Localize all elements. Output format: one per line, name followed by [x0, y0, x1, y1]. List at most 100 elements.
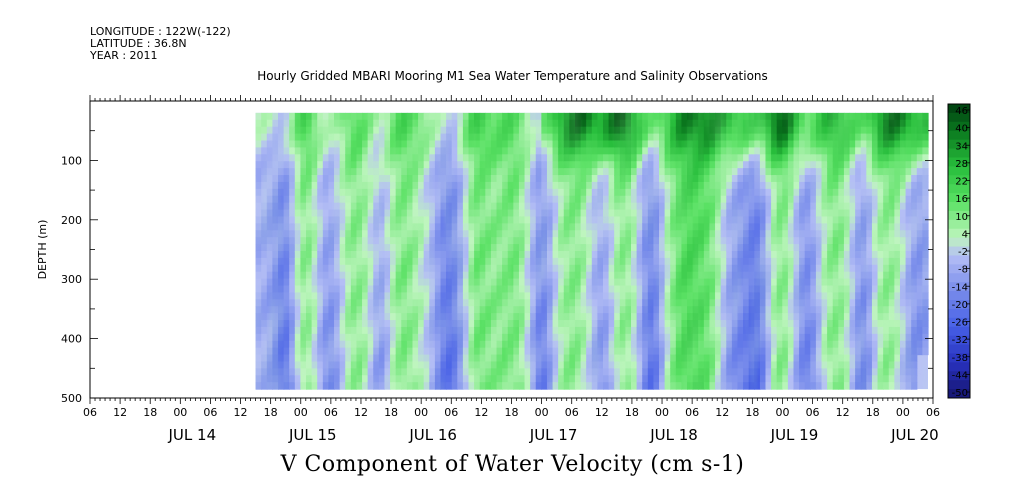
- heatmap-cell: [922, 202, 929, 211]
- heatmap-cell: [502, 292, 509, 300]
- heatmap-cell: [457, 257, 464, 266]
- heatmap-cell: [608, 320, 615, 328]
- heatmap-cell: [485, 313, 492, 321]
- heatmap-cell: [485, 133, 492, 142]
- heatmap-cell: [871, 264, 879, 273]
- heatmap-cell: [490, 140, 498, 149]
- heatmap-cell: [440, 271, 447, 280]
- heatmap-cell: [838, 209, 845, 218]
- heatmap-cell: [479, 126, 486, 135]
- heatmap-cell: [552, 133, 559, 142]
- heatmap-cell: [446, 202, 453, 211]
- heatmap-cell: [474, 333, 481, 342]
- heatmap-cell: [871, 382, 879, 390]
- heatmap-cell: [586, 340, 593, 349]
- heatmap-cell: [311, 354, 318, 363]
- heatmap-cell: [855, 354, 862, 363]
- heatmap-cell: [871, 237, 879, 245]
- heatmap-cell: [703, 368, 711, 376]
- heatmap-cell: [328, 244, 335, 252]
- heatmap-cell: [311, 313, 318, 321]
- heatmap-cell: [490, 147, 498, 155]
- heatmap-cell: [782, 292, 789, 300]
- heatmap-cell: [401, 126, 408, 135]
- heatmap-cell: [574, 292, 582, 300]
- heatmap-cell: [362, 382, 369, 390]
- heatmap-cell: [311, 133, 318, 142]
- heatmap-cell: [787, 112, 795, 121]
- heatmap-cell: [546, 292, 554, 300]
- heatmap-cell: [384, 326, 391, 335]
- heatmap-cell: [418, 264, 425, 273]
- heatmap-cell: [429, 168, 436, 176]
- heatmap-cell: [390, 354, 397, 363]
- heatmap-cell: [367, 209, 374, 218]
- heatmap-cell: [328, 368, 335, 376]
- heatmap-cell: [922, 133, 929, 142]
- heatmap-cell: [367, 347, 374, 356]
- heatmap-cell: [715, 326, 722, 335]
- heatmap-cell: [328, 209, 335, 218]
- heatmap-cell: [502, 223, 509, 231]
- heatmap-cell: [715, 382, 722, 390]
- heatmap-cell: [266, 326, 273, 335]
- heatmap-cell: [737, 237, 744, 245]
- heatmap-cell: [681, 181, 688, 190]
- heatmap-cell: [311, 126, 318, 135]
- heatmap-cell: [608, 361, 615, 369]
- heatmap-cell: [328, 126, 335, 135]
- heatmap-cell: [384, 347, 391, 356]
- heatmap-cell: [401, 340, 408, 349]
- heatmap-cell: [821, 161, 828, 169]
- heatmap-cell: [322, 216, 330, 224]
- heatmap-cell: [406, 320, 414, 328]
- heatmap-cell: [614, 382, 621, 390]
- heatmap-cell: [849, 292, 856, 300]
- heatmap-cell: [569, 188, 576, 197]
- heatmap-cell: [888, 313, 895, 321]
- heatmap-cell: [384, 313, 391, 321]
- heatmap-cell: [681, 195, 688, 204]
- heatmap-cell: [782, 188, 789, 197]
- heatmap-cell: [692, 264, 699, 273]
- heatmap-cell: [737, 188, 744, 197]
- heatmap-cell: [586, 119, 593, 128]
- heatmap-cell: [675, 354, 683, 363]
- heatmap-cell: [771, 250, 778, 259]
- heatmap-cell: [602, 168, 610, 176]
- heatmap-cell: [395, 299, 402, 307]
- heatmap-cell: [300, 250, 307, 259]
- heatmap-cell: [703, 264, 711, 273]
- heatmap-cell: [843, 306, 851, 314]
- heatmap-cell: [782, 264, 789, 273]
- heatmap-cell: [849, 306, 856, 314]
- heatmap-cell: [317, 264, 324, 273]
- heatmap-cell: [877, 361, 884, 369]
- heatmap-cell: [485, 306, 492, 314]
- heatmap-cell: [765, 216, 772, 224]
- heatmap-cell: [647, 285, 655, 294]
- heatmap-cell: [832, 361, 839, 369]
- heatmap-cell: [429, 313, 436, 321]
- heatmap-cell: [591, 209, 598, 218]
- heatmap-cell: [726, 168, 733, 176]
- heatmap-cell: [782, 354, 789, 363]
- heatmap-cell: [793, 237, 800, 245]
- heatmap-cell: [311, 306, 318, 314]
- heatmap-cell: [631, 237, 638, 245]
- heatmap-cell: [838, 250, 845, 259]
- heatmap-cell: [888, 175, 895, 183]
- heatmap-cell: [804, 133, 811, 142]
- heatmap-cell: [821, 299, 828, 307]
- heatmap-cell: [614, 250, 621, 259]
- heatmap-cell: [827, 306, 834, 314]
- heatmap-cell: [709, 112, 716, 121]
- heatmap-cell: [384, 230, 391, 238]
- heatmap-cell: [518, 368, 526, 376]
- heatmap-cell: [283, 278, 290, 287]
- heatmap-cell: [261, 112, 268, 121]
- heatmap-cell: [860, 340, 867, 349]
- heatmap-cell: [625, 181, 632, 190]
- heatmap-cell: [894, 237, 901, 245]
- heatmap-cell: [664, 161, 671, 169]
